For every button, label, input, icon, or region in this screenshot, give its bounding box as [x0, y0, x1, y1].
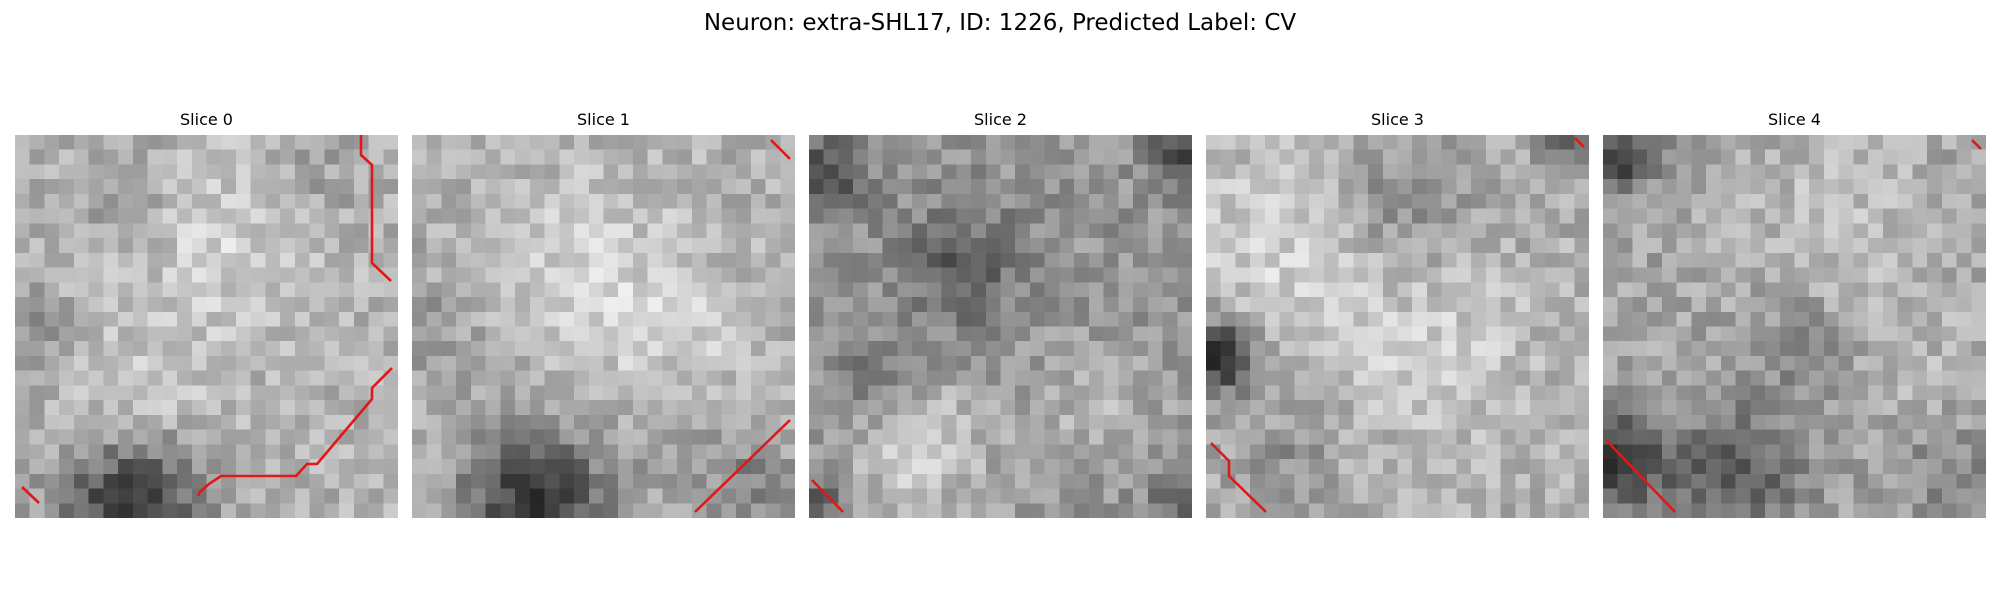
- contour-line: [196, 367, 393, 497]
- slice-title: Slice 4: [1768, 110, 1821, 129]
- contour-line: [21, 486, 40, 504]
- grayscale-pixels: [809, 135, 1192, 518]
- red-contour-overlay: [21, 135, 393, 504]
- slice-image-1: [412, 135, 795, 518]
- contour-line: [1210, 442, 1267, 513]
- contour-line: [811, 479, 844, 513]
- red-contour-overlay: [1210, 137, 1585, 513]
- slice-image-3: [1206, 135, 1589, 518]
- figure-title: Neuron: extra-SHL17, ID: 1226, Predicted…: [703, 10, 1297, 36]
- contour-line: [770, 139, 791, 160]
- grayscale-pixels: [1206, 135, 1589, 518]
- slice-image-2: [809, 135, 1192, 518]
- slice-image-4: [1603, 135, 1986, 518]
- contour-line: [1971, 139, 1982, 150]
- slice-image-0: [15, 135, 398, 518]
- grayscale-pixels: [412, 135, 795, 518]
- contour-line: [1605, 439, 1676, 513]
- slice-title: Slice 3: [1371, 110, 1424, 129]
- red-contour-overlay: [1605, 139, 1982, 513]
- slice-title: Slice 2: [974, 110, 1027, 129]
- slice-title: Slice 0: [180, 110, 233, 129]
- grayscale-pixels: [15, 135, 398, 518]
- grayscale-pixels: [1603, 135, 1986, 518]
- contour-line: [694, 419, 791, 513]
- contour-line: [1574, 137, 1585, 148]
- slice-title: Slice 1: [577, 110, 630, 129]
- red-contour-overlay: [811, 479, 844, 513]
- red-contour-overlay: [694, 139, 791, 513]
- contour-line: [359, 135, 392, 282]
